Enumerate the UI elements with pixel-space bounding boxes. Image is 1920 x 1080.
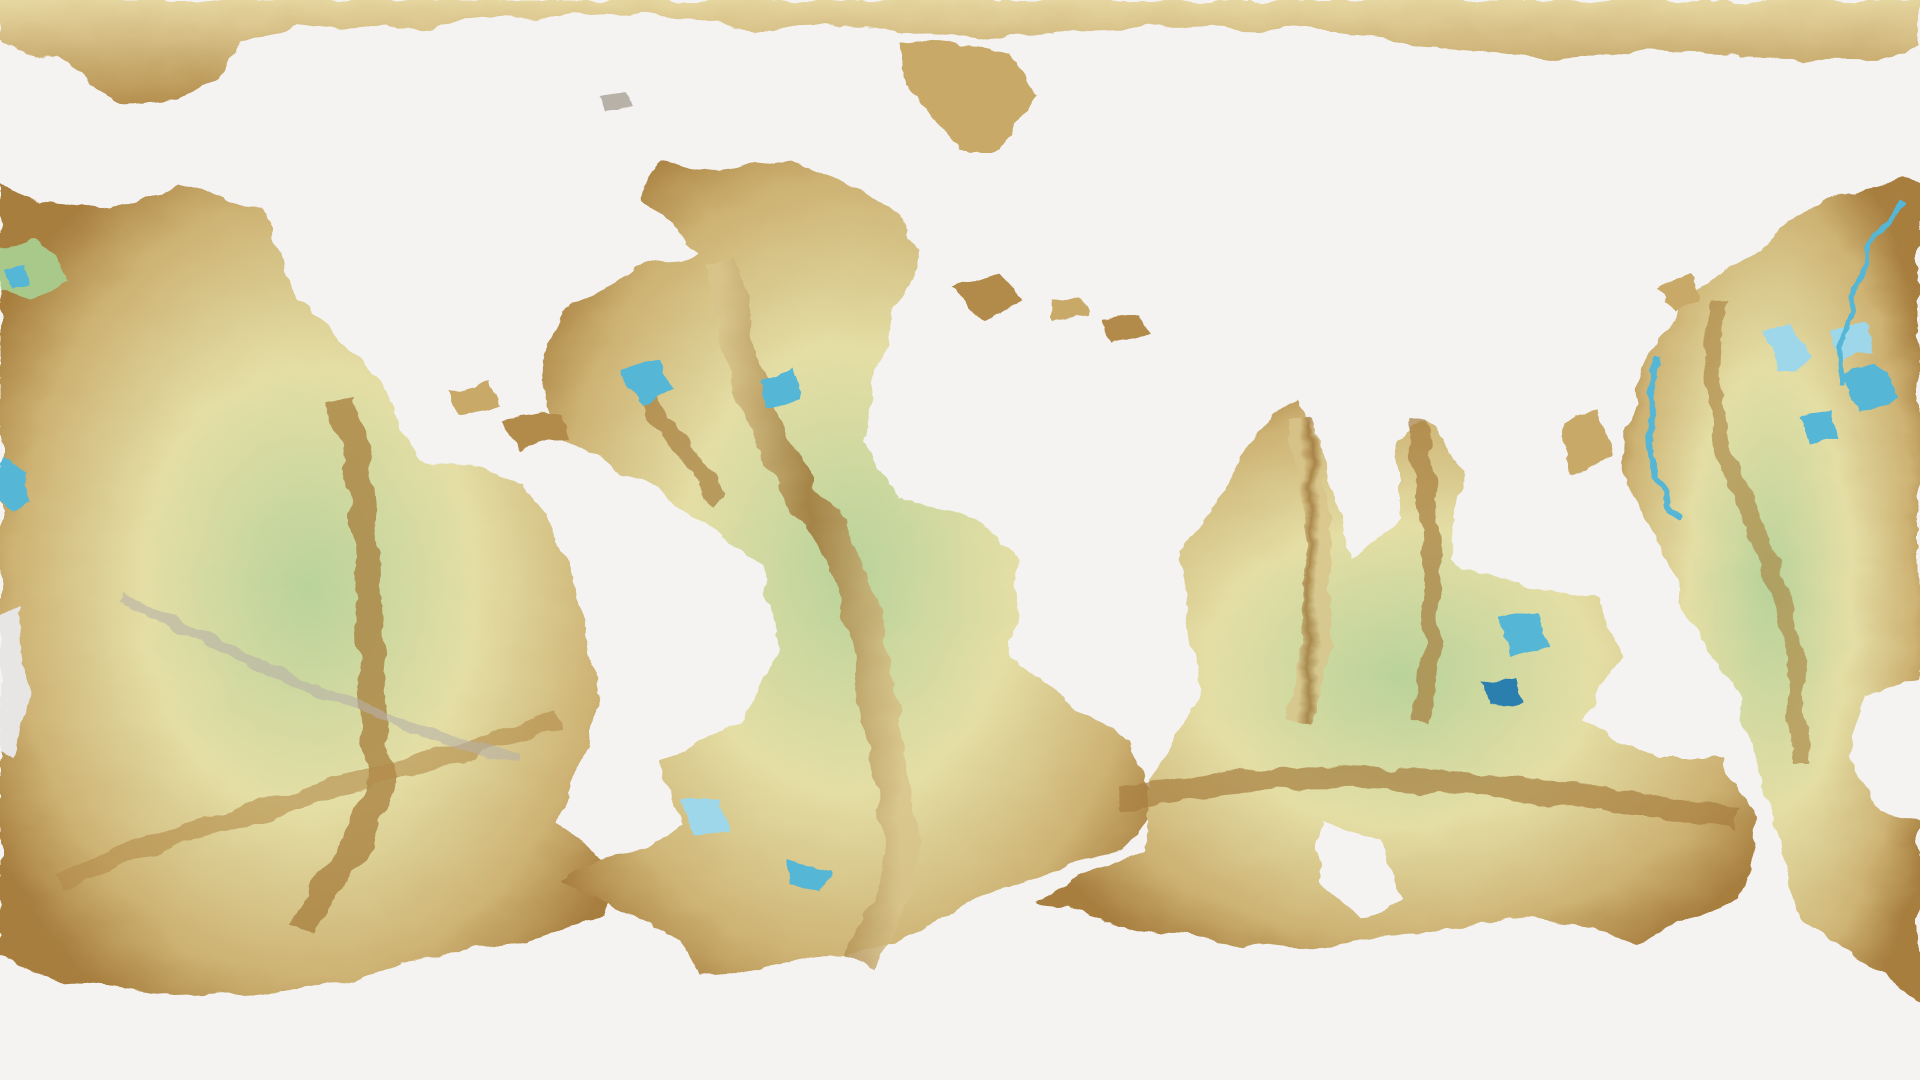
arctic-strip	[0, 0, 1920, 150]
island-group-east	[1560, 276, 1700, 470]
landmass-west	[0, 180, 620, 995]
landmass-east	[1040, 400, 1760, 950]
island-chain	[450, 275, 1150, 452]
landmass-central	[540, 160, 1160, 980]
landmass-far-east	[1620, 180, 1920, 1000]
